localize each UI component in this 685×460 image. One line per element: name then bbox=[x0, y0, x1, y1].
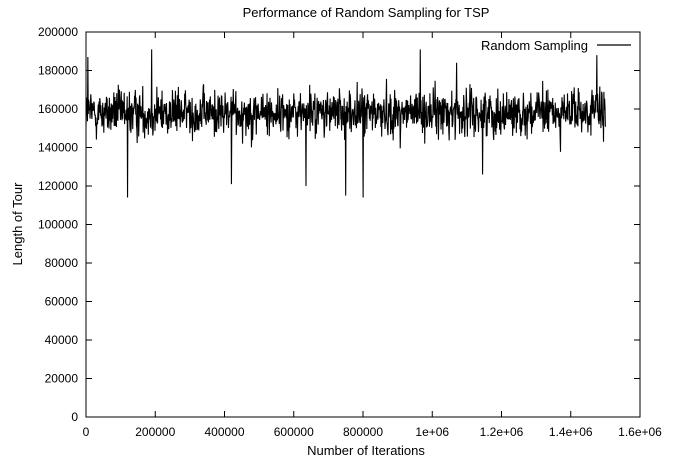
x-tick-label: 1e+06 bbox=[415, 425, 449, 439]
x-tick-label: 600000 bbox=[274, 425, 314, 439]
x-axis-label: Number of Iterations bbox=[307, 443, 425, 458]
y-tick-label: 120000 bbox=[38, 179, 78, 193]
y-tick-label: 180000 bbox=[38, 64, 78, 78]
y-tick-label: 100000 bbox=[38, 218, 78, 232]
x-tick-label: 1.4e+06 bbox=[549, 425, 593, 439]
chart-title: Performance of Random Sampling for TSP bbox=[243, 5, 490, 20]
y-axis-label: Length of Tour bbox=[10, 182, 25, 266]
y-tick-label: 140000 bbox=[38, 141, 78, 155]
plot-frame bbox=[85, 31, 641, 418]
series-line-random-sampling bbox=[85, 49, 606, 198]
y-tick-label: 0 bbox=[71, 410, 78, 424]
legend-label: Random Sampling bbox=[481, 38, 588, 53]
y-tick-label: 80000 bbox=[45, 256, 79, 270]
x-tick-label: 1.6e+06 bbox=[618, 425, 662, 439]
x-tick-label: 400000 bbox=[204, 425, 244, 439]
legend: Random Sampling bbox=[481, 38, 631, 53]
x-tick-label: 800000 bbox=[343, 425, 383, 439]
x-tick-label: 0 bbox=[83, 425, 90, 439]
y-tick-label: 60000 bbox=[45, 295, 79, 309]
y-tick-label: 20000 bbox=[45, 372, 79, 386]
x-tick-label: 200000 bbox=[135, 425, 175, 439]
plot-area: 0 20000 40000 60000 80000 100000 120000 140000 1… bbox=[38, 25, 662, 439]
y-tick-label: 160000 bbox=[38, 102, 78, 116]
y-tick-label: 40000 bbox=[45, 333, 79, 347]
x-tick-label: 1.2e+06 bbox=[480, 425, 524, 439]
y-tick-label: 200000 bbox=[38, 25, 78, 39]
